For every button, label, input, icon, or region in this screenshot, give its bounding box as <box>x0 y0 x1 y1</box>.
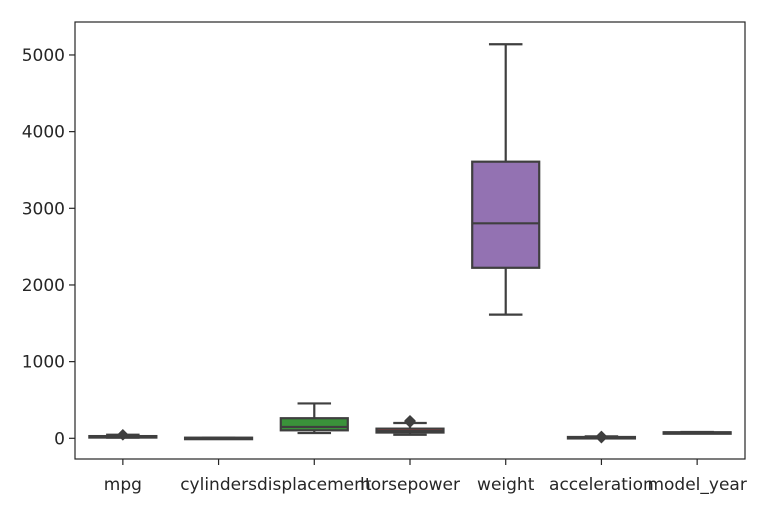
x-tick-label-displacement: displacement <box>257 475 372 495</box>
x-tick-label-model_year: model_year <box>647 475 746 495</box>
boxes-layer <box>88 43 732 444</box>
x-tick-label-cylinders: cylinders <box>180 475 257 495</box>
box-group-displacement <box>279 402 349 435</box>
x-tick-label-mpg: mpg <box>104 475 142 495</box>
outlier-point <box>595 430 608 443</box>
y-tick-label: 0 <box>54 429 65 449</box>
y-tick-label: 1000 <box>22 353 65 373</box>
y-tick-label: 2000 <box>22 276 65 296</box>
x-tick-label-weight: weight <box>477 475 535 495</box>
plot-frame <box>74 21 746 460</box>
box-group-acceleration <box>566 430 637 444</box>
box-displacement <box>279 417 349 432</box>
box-group-model_year <box>662 430 732 435</box>
y-axis: 0 1000 2000 3000 4000 5000 <box>22 46 75 449</box>
box-weight <box>471 160 541 269</box>
box-group-cylinders <box>183 436 254 441</box>
x-tick-label-horsepower: horsepower <box>360 475 460 495</box>
y-tick-label: 3000 <box>22 199 65 219</box>
outlier-point <box>404 414 416 427</box>
box-group-mpg <box>88 429 158 441</box>
box-group-horsepower <box>375 414 445 436</box>
y-tick-label: 5000 <box>22 46 65 66</box>
outlier-point <box>117 429 129 441</box>
x-tick-label-acceleration: acceleration <box>549 475 654 495</box>
box-group-weight <box>471 43 541 316</box>
y-tick-label: 4000 <box>22 123 65 143</box>
plot-background <box>75 22 745 459</box>
